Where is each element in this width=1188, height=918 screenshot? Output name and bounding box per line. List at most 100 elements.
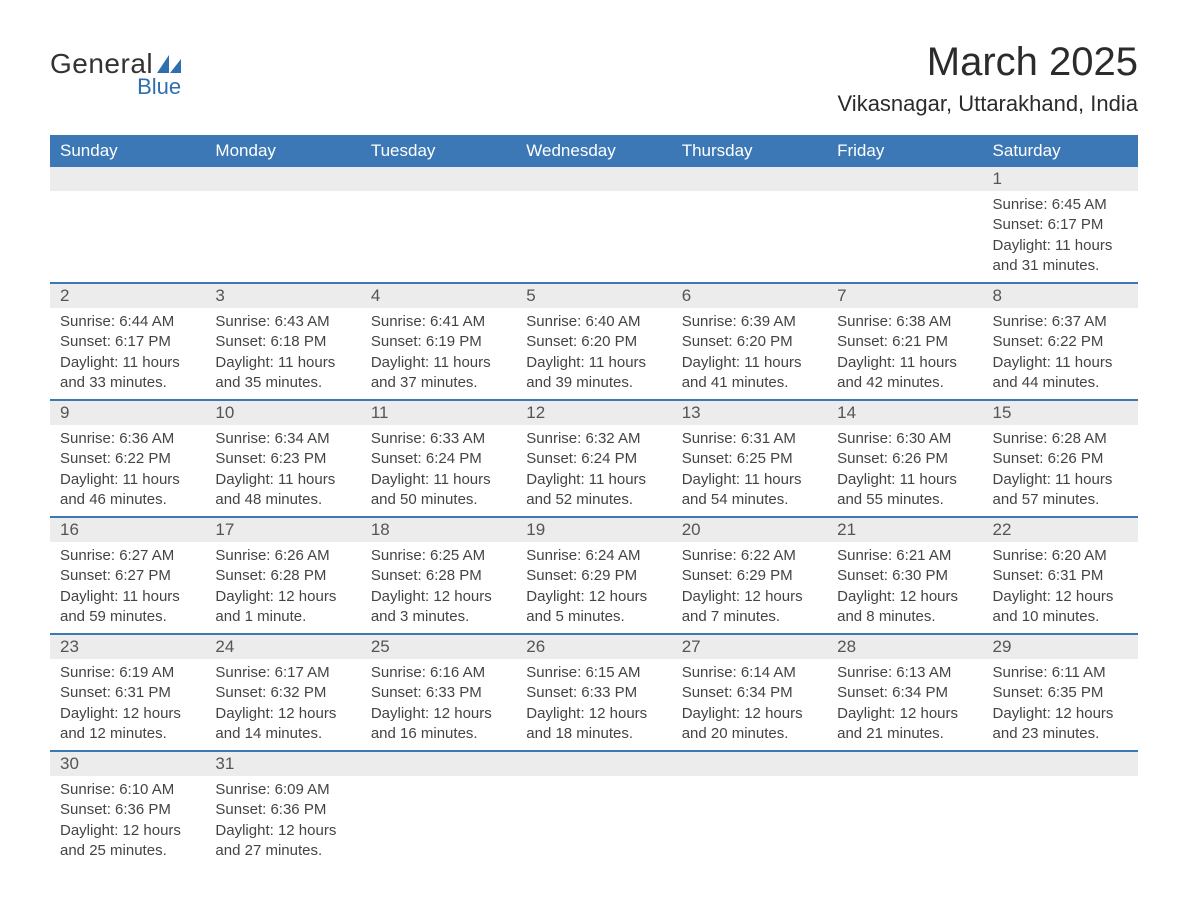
- calendar-cell: 8Sunrise: 6:37 AMSunset: 6:22 PMDaylight…: [983, 283, 1138, 400]
- calendar-cell: 18Sunrise: 6:25 AMSunset: 6:28 PMDayligh…: [361, 517, 516, 634]
- sunrise-text: Sunrise: 6:28 AM: [993, 429, 1128, 449]
- calendar-cell: 31Sunrise: 6:09 AMSunset: 6:36 PMDayligh…: [205, 751, 360, 867]
- day-content-empty: [361, 191, 516, 269]
- sunrise-text: Sunrise: 6:32 AM: [526, 429, 661, 449]
- day-number: 14: [827, 401, 982, 425]
- daylight-text: Daylight: 12 hours and 10 minutes.: [993, 587, 1128, 628]
- sunrise-text: Sunrise: 6:30 AM: [837, 429, 972, 449]
- calendar-cell: 20Sunrise: 6:22 AMSunset: 6:29 PMDayligh…: [672, 517, 827, 634]
- header: General Blue March 2025 Vikasnagar, Utta…: [50, 40, 1138, 117]
- sunset-text: Sunset: 6:25 PM: [682, 449, 817, 469]
- calendar-cell: 12 Sunrise: 6:32 AMSunset: 6:24 PMDayligh…: [516, 400, 671, 517]
- sunrise-text: Sunrise: 6:27 AM: [60, 546, 195, 566]
- sunset-text: Sunset: 6:18 PM: [215, 332, 350, 352]
- sunset-text: Sunset: 6:17 PM: [60, 332, 195, 352]
- sunset-text: Sunset: 6:22 PM: [993, 332, 1128, 352]
- sunset-text: Sunset: 6:35 PM: [993, 683, 1128, 703]
- day-number: 18: [361, 518, 516, 542]
- day-content-empty: [516, 191, 671, 269]
- sunrise-text: Sunrise: 6:19 AM: [60, 663, 195, 683]
- daylight-text: Daylight: 11 hours and 57 minutes.: [993, 470, 1128, 511]
- day-content: Sunrise: 6:24 AMSunset: 6:29 PMDaylight:…: [516, 542, 671, 633]
- sunset-text: Sunset: 6:36 PM: [60, 800, 195, 820]
- sunrise-text: Sunrise: 6:33 AM: [371, 429, 506, 449]
- day-number: 13: [672, 401, 827, 425]
- day-number-bar: [50, 167, 205, 191]
- calendar-cell: [827, 751, 982, 867]
- day-content: Sunrise: 6:30 AMSunset: 6:26 PMDaylight:…: [827, 425, 982, 516]
- daylight-text: Daylight: 12 hours and 27 minutes.: [215, 821, 350, 862]
- daylight-text: Daylight: 11 hours and 41 minutes.: [682, 353, 817, 394]
- weekday-header: Tuesday: [361, 135, 516, 167]
- sunset-text: Sunset: 6:24 PM: [526, 449, 661, 469]
- daylight-text: Daylight: 11 hours and 33 minutes.: [60, 353, 195, 394]
- sunset-text: Sunset: 6:23 PM: [215, 449, 350, 469]
- sunrise-text: Sunrise: 6:45 AM: [993, 195, 1128, 215]
- day-number: 24: [205, 635, 360, 659]
- weekday-header: Saturday: [983, 135, 1138, 167]
- sunrise-text: Sunrise: 6:11 AM: [993, 663, 1128, 683]
- day-content: Sunrise: 6:33 AMSunset: 6:24 PMDaylight:…: [361, 425, 516, 516]
- day-number: 29: [983, 635, 1138, 659]
- sunrise-text: Sunrise: 6:15 AM: [526, 663, 661, 683]
- day-number: 27: [672, 635, 827, 659]
- day-content: Sunrise: 6:26 AMSunset: 6:28 PMDaylight:…: [205, 542, 360, 633]
- calendar-cell: 29Sunrise: 6:11 AMSunset: 6:35 PMDayligh…: [983, 634, 1138, 751]
- calendar-week-row: 9Sunrise: 6:36 AMSunset: 6:22 PMDaylight…: [50, 400, 1138, 517]
- sunset-text: Sunset: 6:34 PM: [682, 683, 817, 703]
- calendar-cell: 5Sunrise: 6:40 AMSunset: 6:20 PMDaylight…: [516, 283, 671, 400]
- day-content: Sunrise: 6:31 AMSunset: 6:25 PMDaylight:…: [672, 425, 827, 516]
- day-number: 2: [50, 284, 205, 308]
- sunrise-text: Sunrise: 6:17 AM: [215, 663, 350, 683]
- day-content: Sunrise: 6:16 AMSunset: 6:33 PMDaylight:…: [361, 659, 516, 750]
- daylight-text: Daylight: 11 hours and 44 minutes.: [993, 353, 1128, 394]
- daylight-text: Daylight: 11 hours and 35 minutes.: [215, 353, 350, 394]
- weekday-header: Wednesday: [516, 135, 671, 167]
- sunrise-text: Sunrise: 6:43 AM: [215, 312, 350, 332]
- weekday-header: Thursday: [672, 135, 827, 167]
- day-content: Sunrise: 6:43 AMSunset: 6:18 PMDaylight:…: [205, 308, 360, 399]
- daylight-text: Daylight: 12 hours and 25 minutes.: [60, 821, 195, 862]
- sunrise-text: Sunrise: 6:31 AM: [682, 429, 817, 449]
- sunset-text: Sunset: 6:26 PM: [993, 449, 1128, 469]
- day-content: Sunrise: 6:17 AMSunset: 6:32 PMDaylight:…: [205, 659, 360, 750]
- sunset-text: Sunset: 6:27 PM: [60, 566, 195, 586]
- daylight-text: Daylight: 12 hours and 1 minute.: [215, 587, 350, 628]
- daylight-text: Daylight: 11 hours and 59 minutes.: [60, 587, 195, 628]
- day-number: 12: [516, 401, 671, 425]
- calendar-cell: 25Sunrise: 6:16 AMSunset: 6:33 PMDayligh…: [361, 634, 516, 751]
- calendar-week-row: 1Sunrise: 6:45 AMSunset: 6:17 PMDaylight…: [50, 167, 1138, 283]
- day-number: 4: [361, 284, 516, 308]
- calendar-cell: [361, 751, 516, 867]
- daylight-text: Daylight: 12 hours and 7 minutes.: [682, 587, 817, 628]
- daylight-text: Daylight: 11 hours and 52 minutes.: [526, 470, 661, 511]
- sunset-text: Sunset: 6:20 PM: [526, 332, 661, 352]
- day-content-empty: [50, 191, 205, 269]
- sunrise-text: Sunrise: 6:36 AM: [60, 429, 195, 449]
- day-number: 26: [516, 635, 671, 659]
- calendar-cell: 14Sunrise: 6:30 AMSunset: 6:26 PMDayligh…: [827, 400, 982, 517]
- logo: General Blue: [50, 40, 181, 100]
- day-number: 11: [361, 401, 516, 425]
- daylight-text: Daylight: 11 hours and 37 minutes.: [371, 353, 506, 394]
- sunrise-text: Sunrise: 6:10 AM: [60, 780, 195, 800]
- day-number: 17: [205, 518, 360, 542]
- day-number-bar: [205, 167, 360, 191]
- day-number: 5: [516, 284, 671, 308]
- title-block: March 2025 Vikasnagar, Uttarakhand, Indi…: [838, 40, 1138, 117]
- calendar-cell: 30Sunrise: 6:10 AMSunset: 6:36 PMDayligh…: [50, 751, 205, 867]
- sunrise-text: Sunrise: 6:34 AM: [215, 429, 350, 449]
- day-number: 22: [983, 518, 1138, 542]
- sunset-text: Sunset: 6:36 PM: [215, 800, 350, 820]
- weekday-header: Monday: [205, 135, 360, 167]
- day-number: 10: [205, 401, 360, 425]
- sunset-text: Sunset: 6:21 PM: [837, 332, 972, 352]
- calendar-cell: [672, 167, 827, 283]
- location: Vikasnagar, Uttarakhand, India: [838, 91, 1138, 117]
- calendar-cell: [361, 167, 516, 283]
- day-number-bar: [672, 167, 827, 191]
- sunset-text: Sunset: 6:20 PM: [682, 332, 817, 352]
- day-content: Sunrise: 6:38 AMSunset: 6:21 PMDaylight:…: [827, 308, 982, 399]
- daylight-text: Daylight: 12 hours and 5 minutes.: [526, 587, 661, 628]
- day-number: 6: [672, 284, 827, 308]
